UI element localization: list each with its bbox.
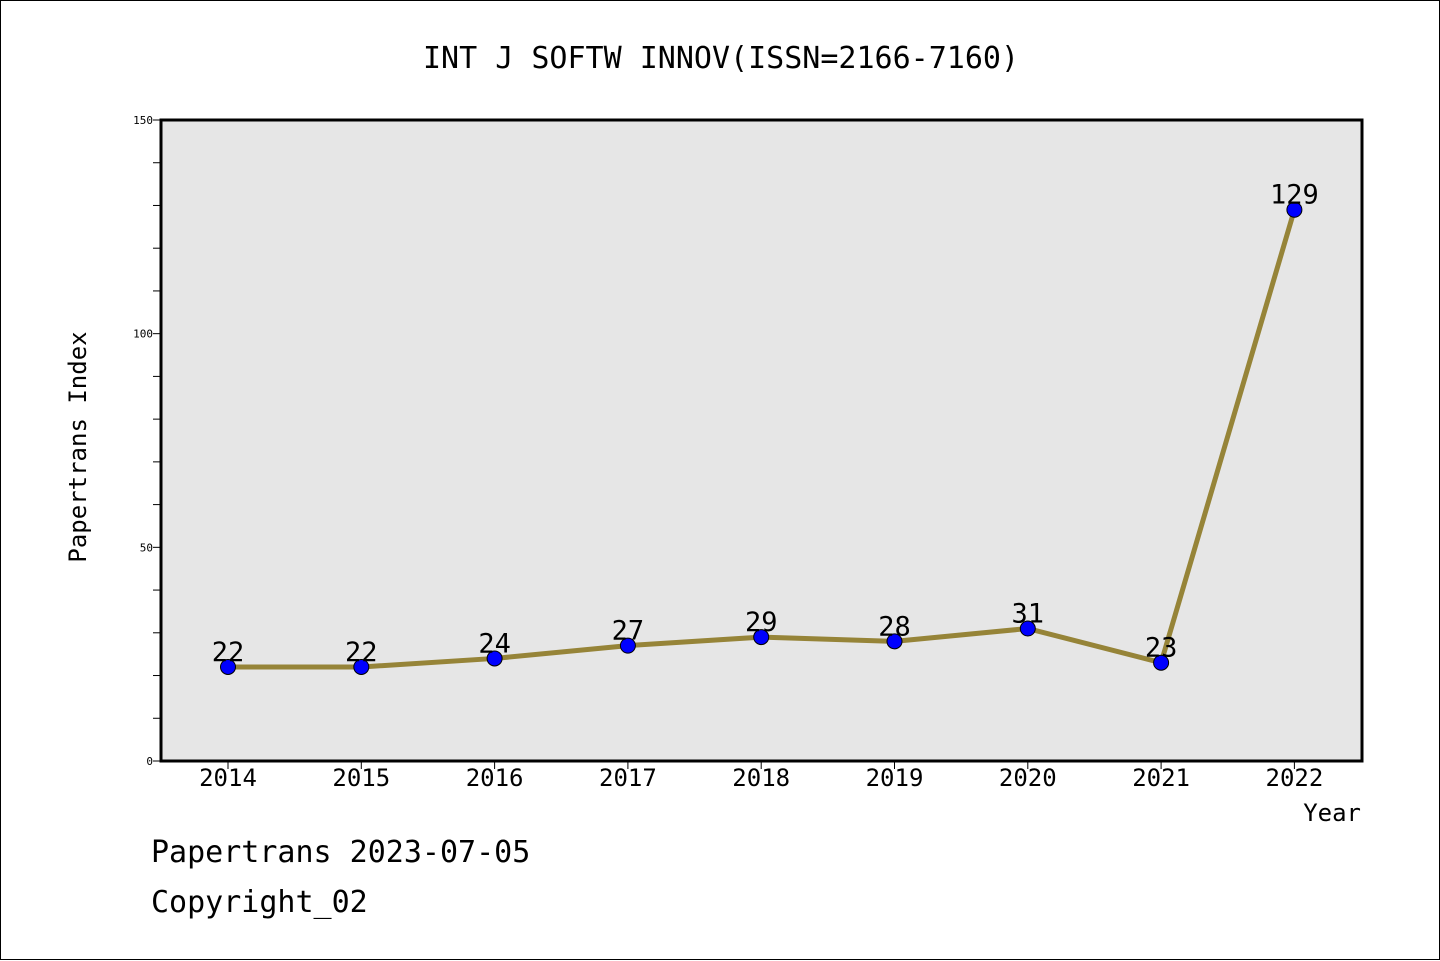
data-label: 23 bbox=[1145, 633, 1178, 664]
x-tick-label: 2018 bbox=[732, 764, 790, 792]
data-point bbox=[220, 658, 236, 675]
y-axis-ticks: 0 50 100 150 bbox=[133, 114, 161, 768]
data-labels: 22 22 24 27 29 28 31 23 129 bbox=[212, 180, 1319, 668]
data-label: 28 bbox=[878, 611, 911, 642]
x-tick-label: 2019 bbox=[866, 764, 924, 792]
x-tick-label: 2014 bbox=[199, 764, 257, 792]
data-point bbox=[753, 629, 770, 646]
y-axis-label: Papertrans Index bbox=[64, 331, 92, 562]
y-tick-label: 150 bbox=[133, 114, 153, 127]
data-label: 129 bbox=[1270, 180, 1319, 211]
y-tick-label: 100 bbox=[133, 328, 153, 341]
data-label: 24 bbox=[478, 628, 511, 659]
x-tick-label: 2021 bbox=[1132, 764, 1190, 792]
footer-copyright: Copyright_02 bbox=[151, 885, 368, 920]
x-tick-label: 2020 bbox=[999, 764, 1057, 792]
y-tick-label: 0 bbox=[146, 755, 153, 768]
x-axis-label: Year bbox=[1303, 799, 1361, 827]
data-label: 31 bbox=[1012, 599, 1045, 630]
x-tick-label: 2016 bbox=[466, 764, 524, 792]
chart-title: INT J SOFTW INNOV(ISSN=2166-7160) bbox=[423, 41, 1019, 76]
data-point bbox=[353, 658, 370, 675]
data-point bbox=[886, 633, 903, 650]
data-label: 27 bbox=[612, 616, 645, 647]
data-point bbox=[1019, 620, 1036, 637]
y-tick-label: 50 bbox=[140, 541, 153, 554]
data-label: 22 bbox=[212, 637, 245, 668]
data-markers bbox=[220, 201, 1303, 675]
x-axis-ticks: 2014 2015 2016 2017 2018 2019 2020 2021 2022 bbox=[199, 761, 1323, 792]
data-label: 22 bbox=[345, 637, 378, 668]
footer-date: Papertrans 2023-07-05 bbox=[151, 835, 531, 870]
x-tick-label: 2022 bbox=[1266, 764, 1324, 792]
data-point bbox=[1153, 654, 1170, 671]
data-point bbox=[1286, 201, 1303, 218]
data-label: 29 bbox=[745, 607, 778, 638]
x-tick-label: 2015 bbox=[332, 764, 390, 792]
data-point bbox=[619, 637, 636, 654]
data-point bbox=[486, 650, 503, 667]
x-tick-label: 2017 bbox=[599, 764, 657, 792]
